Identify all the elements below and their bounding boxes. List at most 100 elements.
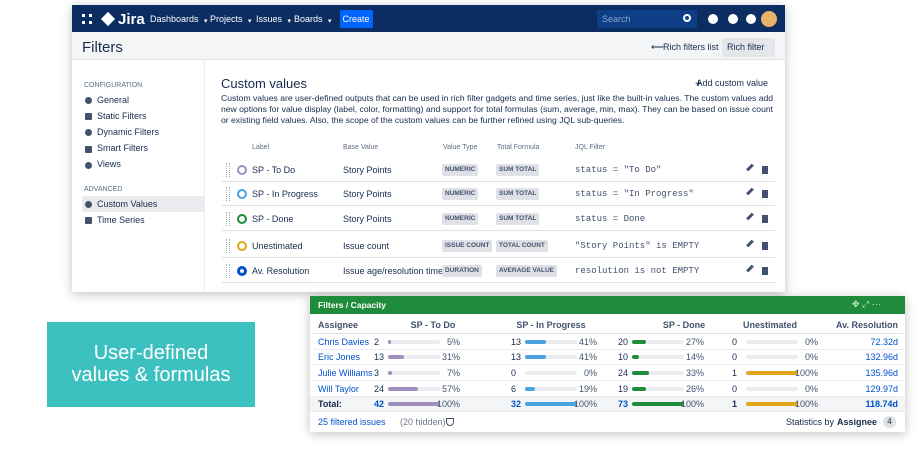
sidebar-item[interactable]: Dynamic Filters: [97, 126, 160, 137]
count: 2: [374, 336, 380, 347]
assignee: Total:: [318, 398, 342, 409]
column-header: SP - Done: [662, 319, 706, 330]
stats-group[interactable]: Assignee: [837, 416, 878, 427]
drag-handle[interactable]: [226, 212, 230, 226]
header-icon[interactable]: [746, 14, 756, 24]
add-button[interactable]: Add custom value: [696, 77, 768, 88]
sidebar-item[interactable]: Time Series: [97, 214, 145, 225]
description: Custom values are user-defined outputs t…: [221, 93, 774, 125]
nav-item[interactable]: Issues ▾: [256, 13, 291, 26]
avatar[interactable]: [761, 11, 777, 27]
count: 1: [732, 398, 738, 409]
bar: [525, 387, 535, 391]
search-box[interactable]: [597, 10, 697, 28]
percent: 0%: [583, 367, 597, 378]
row-rule: [313, 364, 903, 365]
page-title: Filters: [82, 38, 123, 56]
delete-icon[interactable]: [762, 190, 768, 198]
nav-item[interactable]: Dashboards ▾: [150, 13, 208, 26]
bar-track: [525, 387, 577, 391]
count: 3: [374, 367, 380, 378]
delete-icon[interactable]: [762, 267, 768, 275]
base-value: Issue count: [343, 240, 390, 251]
funnel-icon[interactable]: [446, 418, 454, 426]
count: 24: [618, 367, 629, 378]
sidebar-item[interactable]: Smart Filters: [97, 143, 149, 154]
percent: 41%: [578, 336, 597, 347]
delete-icon[interactable]: [762, 166, 768, 174]
assignee[interactable]: Chris Davies: [318, 336, 370, 347]
percent: 5%: [446, 336, 460, 347]
sidebar-item[interactable]: Views: [97, 159, 121, 170]
color-dot: [237, 189, 247, 199]
assignee[interactable]: Eric Jones: [318, 351, 361, 362]
av-resolution: 72.32d: [870, 336, 898, 347]
create-label: Create: [342, 13, 370, 24]
assignee[interactable]: Will Taylor: [318, 383, 359, 394]
row-rule: [313, 349, 903, 350]
plus-icon: +: [695, 76, 703, 90]
create-button[interactable]: [340, 10, 373, 28]
drag-handle[interactable]: [226, 239, 230, 253]
percent: 57%: [441, 383, 460, 394]
sidebar-icon: [85, 145, 92, 153]
rich-filters-link[interactable]: Rich filters list: [663, 41, 719, 52]
formula-badge: SUM TOTAL: [496, 213, 540, 225]
header-icon[interactable]: [728, 14, 738, 24]
percent: 100%: [794, 398, 818, 409]
rich-filter-button[interactable]: [722, 38, 775, 57]
bar: [632, 387, 646, 391]
rich-filter-label[interactable]: Rich filter: [727, 41, 765, 52]
apps-icon[interactable]: [82, 14, 92, 24]
column-header: Assignee: [318, 319, 359, 330]
row-rule: [313, 380, 903, 381]
drag-handle[interactable]: [226, 187, 230, 201]
percent: 7%: [446, 367, 460, 378]
count: 10: [618, 351, 629, 362]
nav-item[interactable]: Boards ▾: [294, 13, 332, 26]
row: [222, 234, 775, 258]
filtered-issues[interactable]: 25 filtered issues: [318, 416, 386, 427]
section-title: Custom values: [221, 75, 307, 91]
drag-handle[interactable]: [226, 264, 230, 278]
assignee[interactable]: Julie Williams: [318, 367, 373, 378]
caret: ▾: [204, 17, 208, 25]
jql-filter: "Story Points" is EMPTY: [575, 240, 700, 251]
sidebar-item[interactable]: Custom Values: [97, 198, 158, 209]
sidebar-item[interactable]: Static Filters: [97, 110, 147, 121]
gadget-header: [310, 296, 905, 314]
label: SP - To Do: [252, 164, 296, 175]
header-icon[interactable]: [708, 14, 718, 24]
column-header: Value Type: [443, 143, 478, 151]
bar: [525, 355, 547, 359]
color-dot: [237, 214, 247, 224]
percent: 100%: [436, 398, 460, 409]
callout: User-defined values & formulas: [47, 322, 255, 407]
type-badge: NUMERIC: [442, 213, 479, 225]
percent: 19%: [578, 383, 597, 394]
label: SP - In Progress: [252, 188, 318, 199]
delete-icon[interactable]: [762, 215, 768, 223]
bar-track: [746, 340, 798, 344]
delete-icon[interactable]: [762, 242, 768, 250]
gadget-controls[interactable]: ✥ ⤢ ⋯: [852, 299, 881, 309]
sidebar-icon: [85, 161, 92, 169]
bar-track: [388, 355, 440, 359]
nav-item[interactable]: Projects ▾: [210, 13, 252, 26]
bar-track: [388, 340, 440, 344]
count: 42: [374, 398, 385, 409]
av-resolution: 135.96d: [865, 367, 898, 378]
bar: [388, 402, 440, 406]
gadget-title: Filters / Capacity: [318, 299, 387, 310]
drag-handle[interactable]: [226, 163, 230, 177]
hidden-count: (20 hidden): [400, 416, 446, 427]
percent: 26%: [685, 383, 704, 394]
jql-filter: resolution is not EMPTY: [575, 265, 700, 276]
column-header: Base Value: [343, 143, 379, 151]
bar: [388, 340, 391, 344]
percent: 14%: [685, 351, 704, 362]
caret: ▾: [287, 17, 292, 25]
sidebar-item[interactable]: General: [97, 94, 130, 105]
row: [222, 182, 775, 206]
